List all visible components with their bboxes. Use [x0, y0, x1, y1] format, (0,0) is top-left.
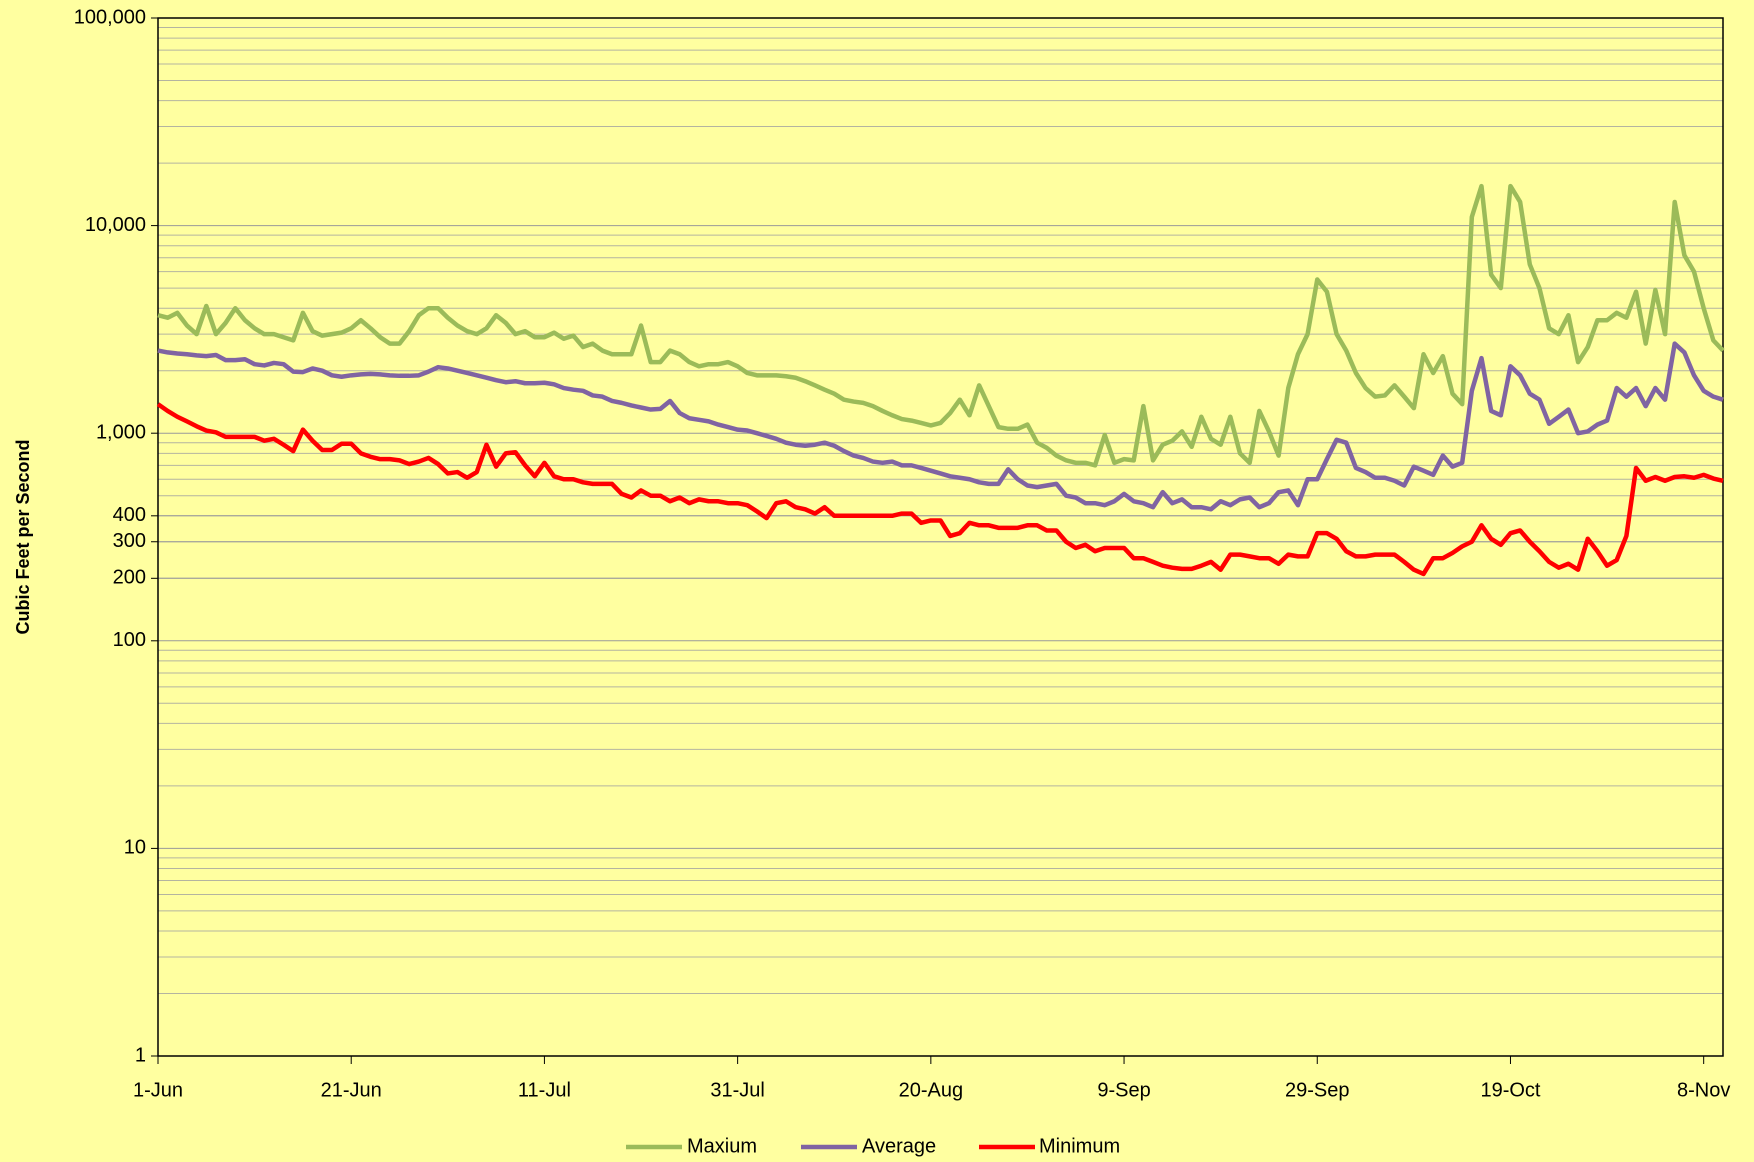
y-tick-label: 200	[113, 567, 146, 589]
y-tick-label: 300	[113, 530, 146, 552]
y-tick-label: 400	[113, 504, 146, 526]
y-tick-label: 100,000	[74, 6, 146, 28]
x-tick-label: 31-Jul	[710, 1079, 764, 1101]
data-line	[157, 183, 1725, 468]
x-tick-label: 11-Jul	[518, 1079, 571, 1101]
x-tick-label: 1-Jun	[133, 1079, 183, 1101]
y-tick-label: 10,000	[85, 214, 146, 236]
x-tick-label: 29-Sep	[1285, 1079, 1350, 1101]
legend-label: Maxium	[687, 1135, 757, 1157]
x-tick-label: 19-Oct	[1480, 1079, 1540, 1101]
y-tick-label: 100	[113, 629, 146, 651]
y-tick-label: 10	[124, 837, 146, 859]
y-axis-label: Cubic Feet per Second	[13, 439, 33, 634]
data-line	[157, 341, 1724, 512]
data-line	[156, 402, 1724, 577]
y-tick-label: 1	[135, 1044, 146, 1066]
legend-label: Average	[862, 1135, 936, 1157]
x-tick-label: 8-Nov	[1677, 1079, 1730, 1101]
y-tick-label: 1,000	[96, 421, 146, 443]
legend-label: Minimum	[1039, 1135, 1120, 1157]
x-tick-label: 20-Aug	[899, 1079, 964, 1101]
x-tick-label: 21-Jun	[321, 1079, 382, 1101]
x-tick-label: 9-Sep	[1097, 1079, 1150, 1101]
plot-border	[157, 17, 1724, 1057]
